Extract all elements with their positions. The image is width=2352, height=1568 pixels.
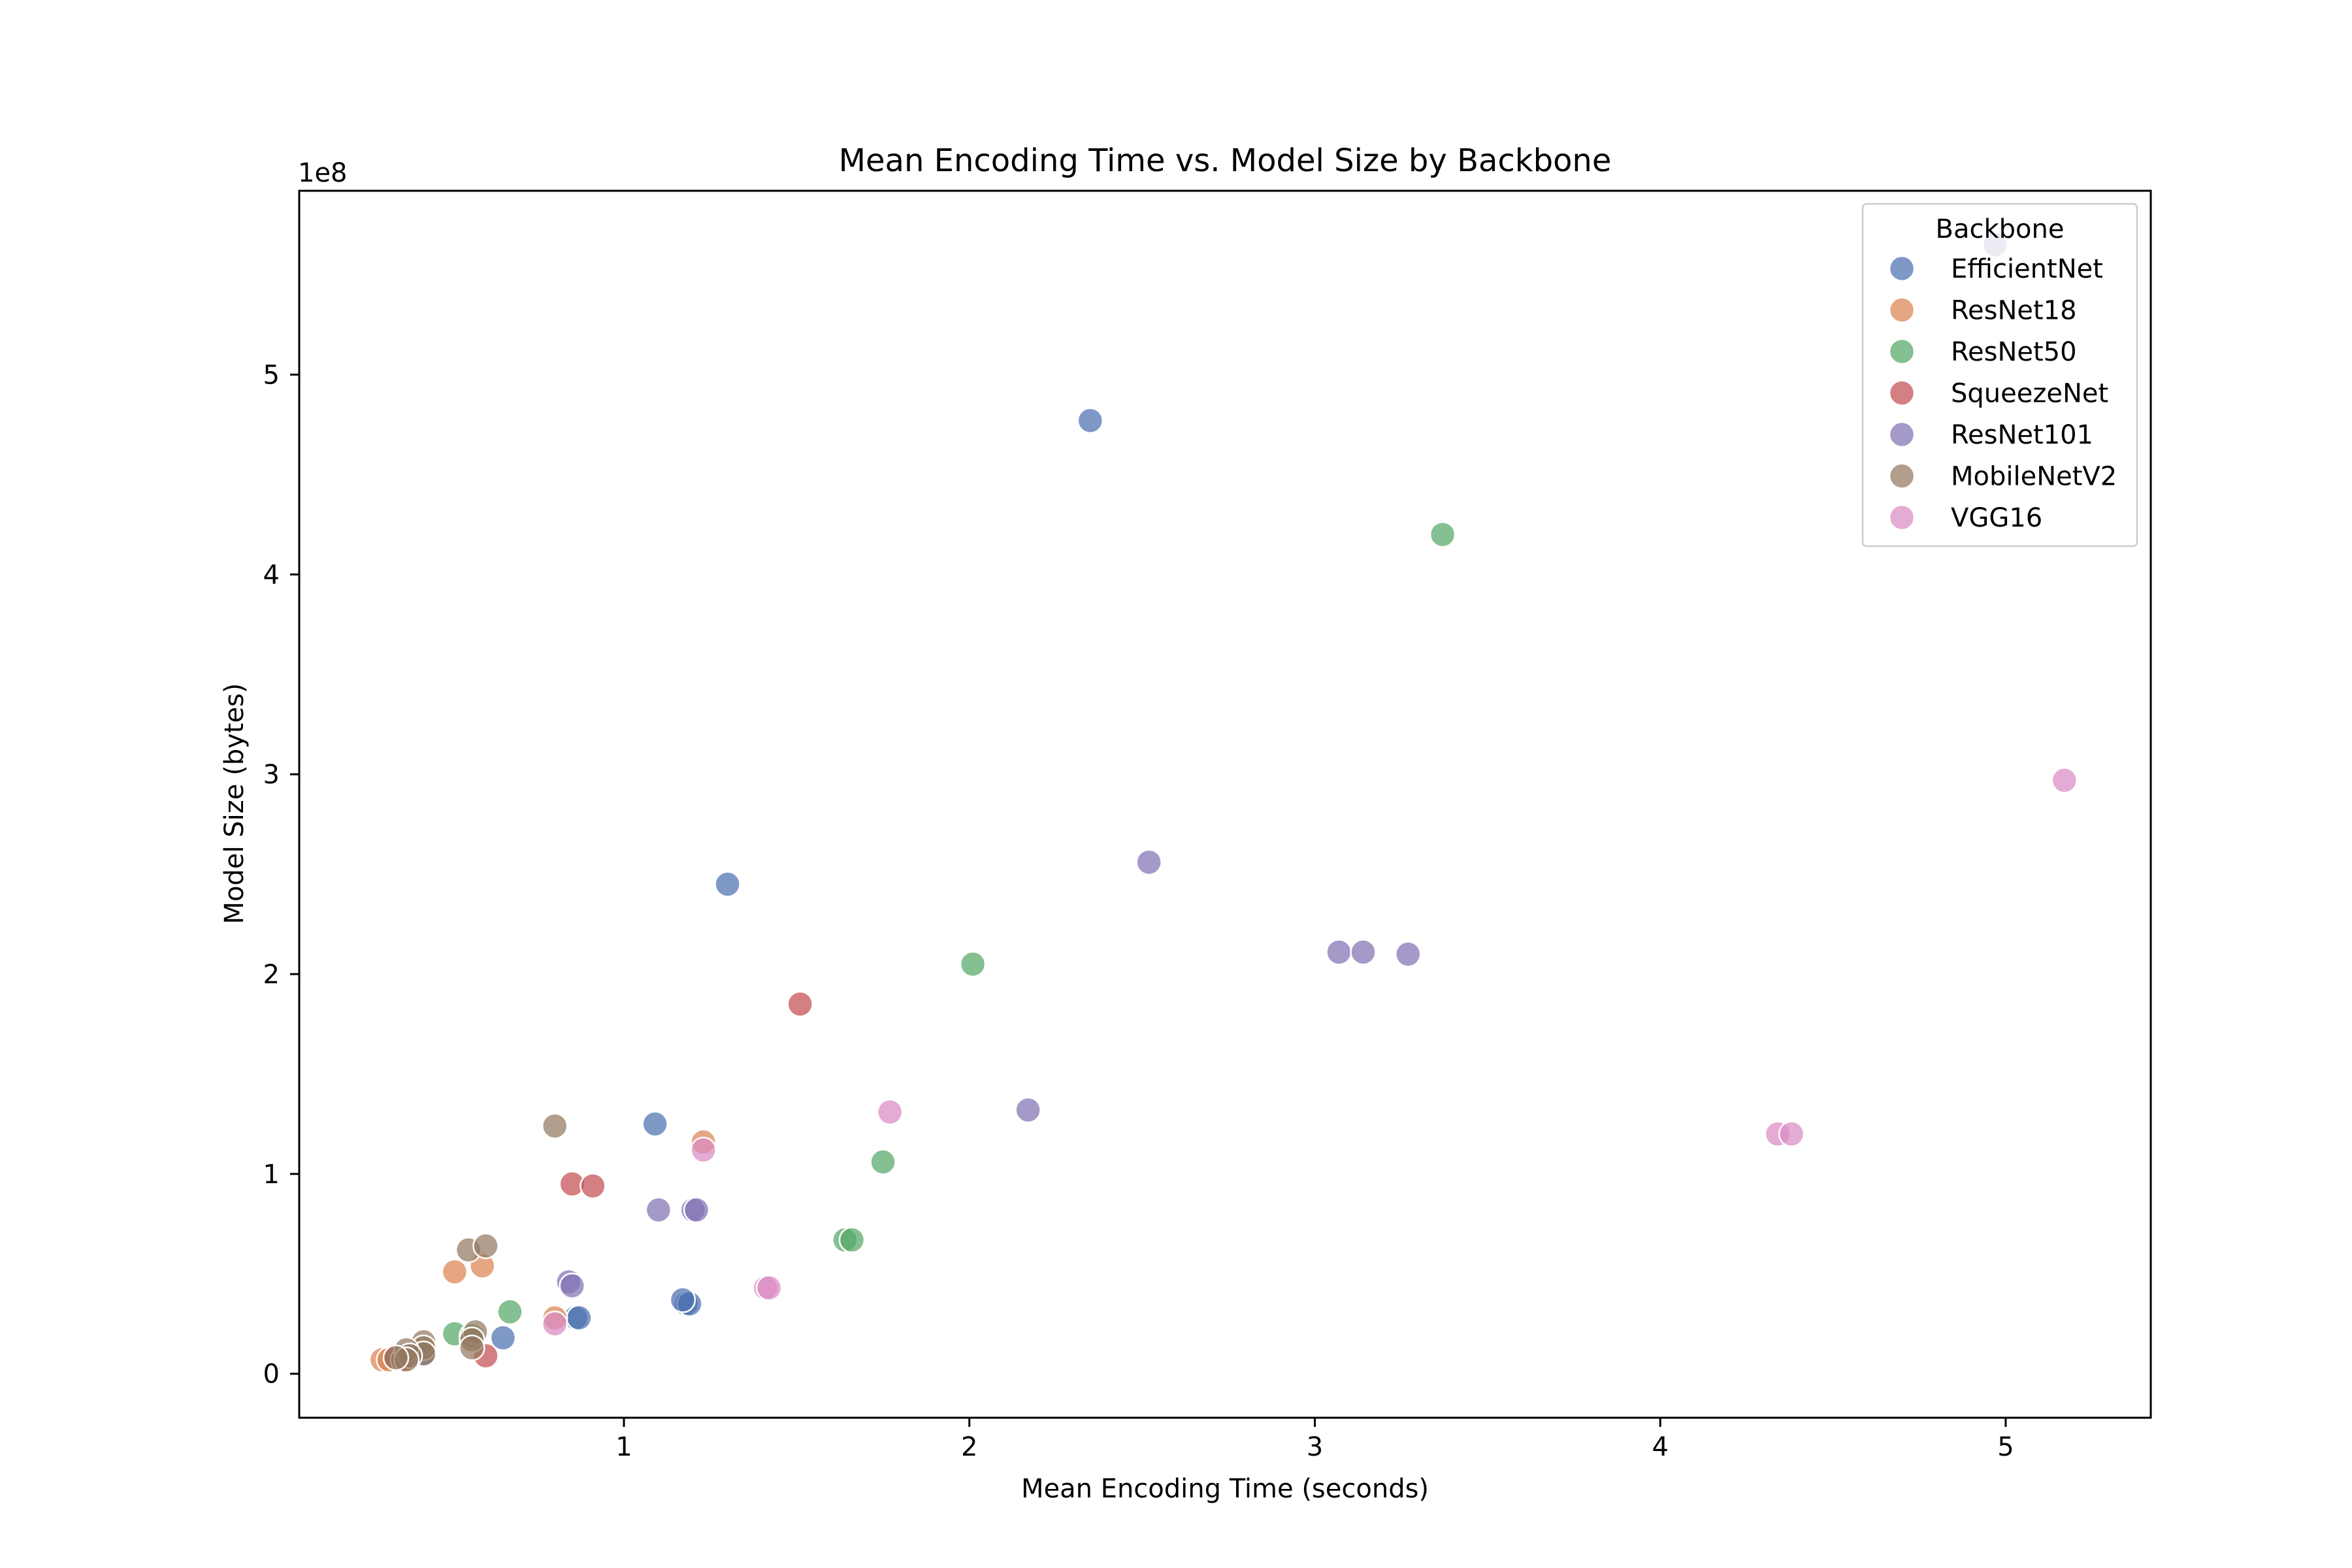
legend-label-mobilenetv2: MobileNetV2 bbox=[1951, 462, 2117, 492]
chart-title: Mean Encoding Time vs. Model Size by Bac… bbox=[839, 142, 1612, 179]
data-point-resnet50 bbox=[959, 951, 987, 977]
data-point-efficientnet bbox=[1077, 407, 1104, 434]
x-axis-label: Mean Encoding Time (seconds) bbox=[1021, 1474, 1429, 1504]
legend-label-squeezenet: SqueezeNet bbox=[1951, 379, 2108, 409]
data-point-mobilenetv2 bbox=[542, 1113, 568, 1139]
data-point-squeezenet bbox=[787, 990, 813, 1018]
points-layer bbox=[368, 231, 2078, 1373]
plot-frame bbox=[298, 189, 2152, 1419]
data-point-efficientnet bbox=[489, 1324, 517, 1351]
y-tick-label: 5 bbox=[263, 360, 280, 390]
legend-marker-resnet18 bbox=[1888, 297, 1916, 323]
legend-marker-squeezenet bbox=[1888, 380, 1916, 406]
legend-title: Backbone bbox=[1936, 214, 2065, 244]
data-point-vgg16 bbox=[690, 1136, 717, 1164]
x-tick-label: 1 bbox=[615, 1432, 632, 1462]
legend-marker-efficientnet bbox=[1888, 255, 1916, 282]
data-point-resnet101 bbox=[683, 1196, 710, 1224]
data-point-mobilenetv2 bbox=[472, 1232, 499, 1260]
data-point-resnet101 bbox=[1350, 939, 1377, 966]
legend-label-resnet101: ResNet101 bbox=[1951, 420, 2093, 450]
x-tick-label: 2 bbox=[961, 1432, 977, 1462]
data-point-efficientnet bbox=[714, 871, 741, 898]
data-point-resnet50 bbox=[870, 1149, 896, 1175]
data-point-vgg16 bbox=[542, 1310, 568, 1337]
y-axis-label: Model Size (bytes) bbox=[220, 683, 250, 924]
data-point-resnet50 bbox=[838, 1226, 866, 1254]
x-tick-label: 3 bbox=[1307, 1432, 1323, 1462]
data-point-resnet50 bbox=[497, 1298, 523, 1326]
data-point-resnet18 bbox=[441, 1258, 468, 1285]
y-axis: 0 1 2 3 4 5 bbox=[263, 360, 299, 1390]
y-tick-label: 0 bbox=[263, 1360, 280, 1390]
data-point-resnet101 bbox=[645, 1196, 672, 1224]
legend-marker-vgg16 bbox=[1888, 504, 1916, 531]
x-tick-label: 5 bbox=[1997, 1432, 2014, 1462]
data-point-resnet101 bbox=[1135, 849, 1162, 875]
y-tick-label: 3 bbox=[263, 760, 280, 790]
data-point-resnet101 bbox=[1015, 1096, 1041, 1124]
y-offset-label: 1e8 bbox=[298, 158, 348, 188]
legend: Backbone EfficientNet ResNet18 ResNet50 Squ… bbox=[1861, 203, 2138, 547]
legend-label-efficientnet: EfficientNet bbox=[1951, 254, 2103, 284]
data-point-efficientnet bbox=[669, 1286, 696, 1313]
legend-label-resnet18: ResNet18 bbox=[1951, 296, 2077, 326]
data-point-resnet50 bbox=[1429, 521, 1456, 548]
data-point-vgg16 bbox=[2051, 767, 2078, 794]
legend-marker-resnet50 bbox=[1888, 338, 1916, 365]
legend-entries: EfficientNet ResNet18 ResNet50 SqueezeNet Re… bbox=[1888, 254, 2117, 533]
legend-marker-mobilenetv2 bbox=[1888, 463, 1916, 489]
y-tick-label: 2 bbox=[263, 960, 280, 990]
legend-marker-resnet101 bbox=[1888, 421, 1916, 448]
data-point-resnet101 bbox=[1326, 939, 1352, 966]
data-point-resnet101 bbox=[559, 1272, 585, 1299]
data-point-vgg16 bbox=[1778, 1120, 1805, 1147]
data-point-efficientnet bbox=[566, 1304, 593, 1331]
data-point-vgg16 bbox=[755, 1274, 783, 1301]
data-point-mobilenetv2 bbox=[459, 1334, 485, 1362]
data-point-resnet101 bbox=[1394, 941, 1422, 968]
x-tick-label: 4 bbox=[1652, 1432, 1668, 1462]
legend-label-resnet50: ResNet50 bbox=[1951, 337, 2077, 367]
legend-label-vgg16: VGG16 bbox=[1951, 503, 2042, 533]
data-point-squeezenet bbox=[580, 1172, 606, 1200]
data-point-efficientnet bbox=[642, 1111, 668, 1137]
x-axis: 1 2 3 4 5 bbox=[615, 1418, 2014, 1462]
data-point-mobilenetv2 bbox=[382, 1344, 410, 1371]
data-point-vgg16 bbox=[876, 1098, 904, 1126]
y-tick-label: 1 bbox=[263, 1160, 280, 1190]
y-tick-label: 4 bbox=[263, 560, 280, 590]
legend-box bbox=[1861, 203, 2138, 547]
